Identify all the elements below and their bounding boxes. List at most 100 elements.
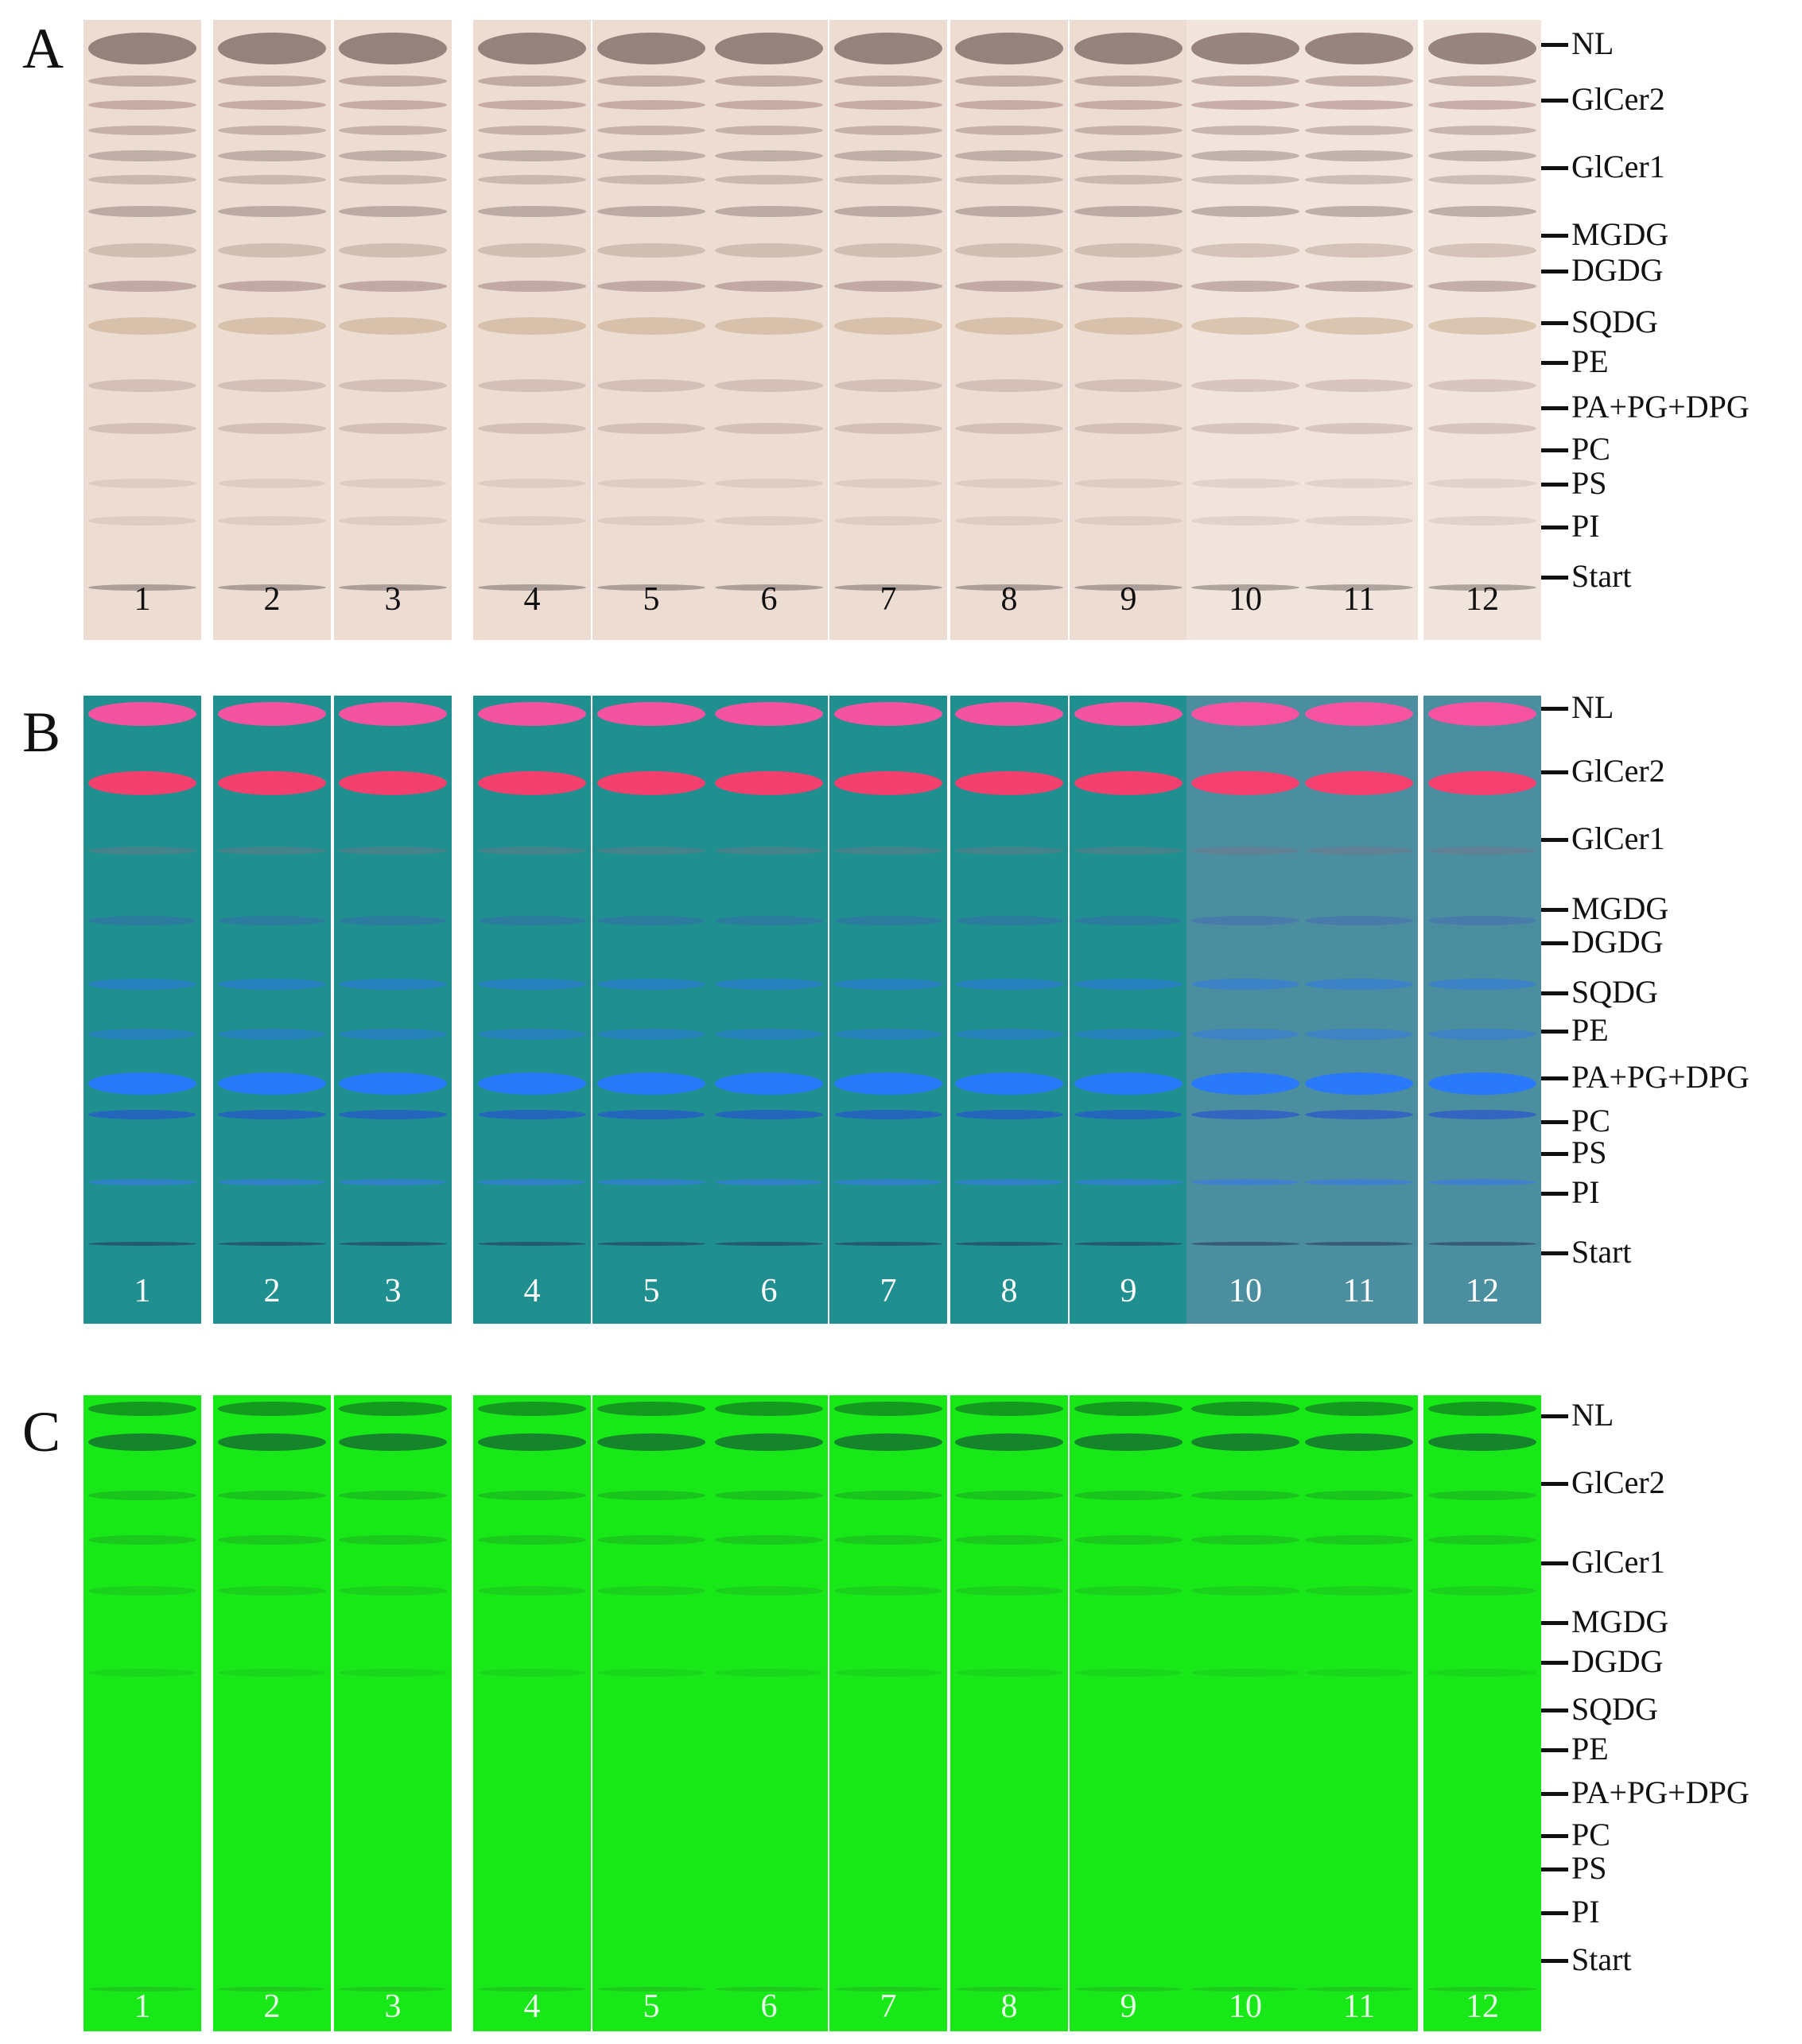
tlc-band xyxy=(1428,1535,1536,1545)
marker-label: PA+PG+DPG xyxy=(1541,1777,1750,1809)
marker-label: GlCer1 xyxy=(1541,151,1665,183)
tlc-band xyxy=(1191,1586,1299,1596)
tlc-band xyxy=(597,317,705,335)
marker-label: GlCer1 xyxy=(1541,823,1665,855)
tlc-band xyxy=(1074,32,1183,64)
tlc-band xyxy=(1074,846,1183,855)
tlc-band xyxy=(834,584,942,591)
tlc-band xyxy=(1191,770,1299,795)
tlc-band xyxy=(834,242,942,258)
tlc-band xyxy=(88,125,196,135)
tlc-band xyxy=(1191,1433,1299,1451)
tlc-band xyxy=(955,1535,1063,1545)
tlc-band xyxy=(218,701,326,726)
tlc-band xyxy=(955,423,1063,434)
tlc-band xyxy=(955,1072,1063,1095)
tlc-band xyxy=(1074,423,1183,434)
tlc-band xyxy=(597,280,705,292)
tlc-band xyxy=(834,1110,942,1120)
tlc-band xyxy=(1305,1433,1413,1451)
tlc-band xyxy=(1428,149,1536,161)
tlc-band xyxy=(955,1028,1063,1040)
tlc-band xyxy=(715,1586,823,1596)
tlc-band xyxy=(1074,1586,1183,1596)
tlc-band xyxy=(955,584,1063,591)
tlc-band xyxy=(1191,1242,1299,1247)
tlc-band xyxy=(1191,175,1299,184)
tlc-band xyxy=(834,978,942,990)
marker-label: MGDG xyxy=(1541,219,1668,250)
tlc-lane: 12 xyxy=(1423,20,1541,640)
tlc-band xyxy=(1305,479,1413,489)
marker-label: PE xyxy=(1541,1733,1609,1765)
lane-number: 7 xyxy=(880,1988,897,2025)
tlc-band xyxy=(88,1028,196,1040)
tlc-band xyxy=(1428,175,1536,184)
tlc-lane: 9 xyxy=(1070,696,1187,1324)
tlc-band xyxy=(218,1987,326,1992)
marker-label: Start xyxy=(1541,560,1632,592)
tlc-lane: 5 xyxy=(592,1395,710,2031)
tlc-band xyxy=(339,76,447,87)
tlc-band xyxy=(478,1987,586,1992)
tlc-lane: 2 xyxy=(213,20,331,640)
tlc-band xyxy=(1305,770,1413,795)
tlc-band xyxy=(478,242,586,258)
tlc-band xyxy=(1191,846,1299,855)
lane-number: 4 xyxy=(523,581,541,618)
tlc-band xyxy=(834,1402,942,1416)
tlc-band xyxy=(218,317,326,335)
tlc-band xyxy=(1191,206,1299,217)
tlc-band xyxy=(218,76,326,87)
lane-number: 2 xyxy=(263,1988,281,2025)
tlc-band xyxy=(834,379,942,393)
tlc-band xyxy=(597,1535,705,1545)
tlc-band xyxy=(88,32,196,64)
tlc-band xyxy=(955,701,1063,726)
tlc-band xyxy=(478,846,586,855)
tlc-band xyxy=(715,1028,823,1040)
tlc-band xyxy=(88,175,196,184)
marker-label: PI xyxy=(1541,510,1600,542)
marker-label: GlCer2 xyxy=(1541,1467,1665,1499)
tlc-band xyxy=(478,1242,586,1247)
tlc-band xyxy=(834,1535,942,1545)
tlc-band xyxy=(1074,1179,1183,1186)
tlc-band xyxy=(339,1535,447,1545)
tlc-band xyxy=(955,770,1063,795)
lane-number: 12 xyxy=(1466,1273,1499,1309)
tlc-band xyxy=(478,1535,586,1545)
tlc-band xyxy=(218,1402,326,1416)
tlc-band xyxy=(955,516,1063,526)
tlc-band xyxy=(339,423,447,434)
tlc-band xyxy=(597,1072,705,1095)
tlc-band xyxy=(1428,516,1536,526)
tlc-band xyxy=(955,76,1063,87)
tlc-band xyxy=(955,1179,1063,1186)
tlc-band xyxy=(834,1179,942,1186)
tlc-band xyxy=(1074,379,1183,393)
tlc-band xyxy=(339,1433,447,1451)
tlc-band xyxy=(88,584,196,591)
tlc-band xyxy=(339,915,447,925)
tlc-band xyxy=(478,423,586,434)
tlc-band xyxy=(1074,1110,1183,1120)
lane-number: 11 xyxy=(1342,1988,1376,2025)
tlc-band xyxy=(1428,317,1536,335)
tlc-band xyxy=(88,1987,196,1992)
tlc-band xyxy=(834,125,942,135)
tlc-band xyxy=(834,1242,942,1247)
tlc-band xyxy=(1305,379,1413,393)
tlc-band xyxy=(88,1179,196,1186)
marker-label: GlCer1 xyxy=(1541,1546,1665,1578)
tlc-band xyxy=(834,206,942,217)
lane-number: 5 xyxy=(643,581,660,618)
tlc-band xyxy=(715,206,823,217)
tlc-band xyxy=(478,32,586,64)
tlc-band xyxy=(1074,1242,1183,1247)
tlc-band xyxy=(834,280,942,292)
tlc-lane: 10 xyxy=(1186,1395,1304,2031)
tlc-band xyxy=(1305,32,1413,64)
marker-label: DGDG xyxy=(1541,254,1664,286)
tlc-band xyxy=(478,125,586,135)
